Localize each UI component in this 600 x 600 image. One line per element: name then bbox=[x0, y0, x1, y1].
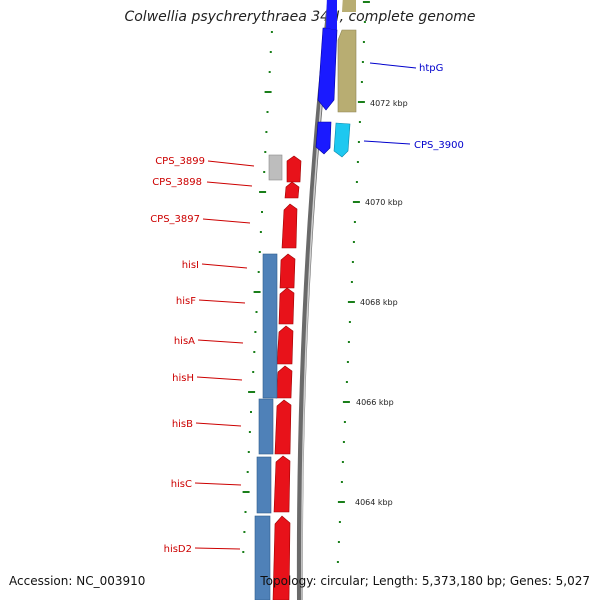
genome-summary-text: Topology: circular; Length: 5,373,180 bp… bbox=[260, 574, 590, 588]
accession-text: Accession: NC_003910 bbox=[9, 574, 146, 588]
gene-hisB[interactable] bbox=[274, 399, 292, 455]
gene-label-hisA[interactable]: hisA bbox=[174, 336, 195, 347]
gene-label-CPS_3898[interactable]: CPS_3898 bbox=[152, 177, 202, 188]
gene-cps3900-reverse[interactable] bbox=[315, 121, 332, 155]
gene-hisA[interactable] bbox=[276, 325, 294, 365]
gene-label-hisC[interactable]: hisC bbox=[171, 479, 192, 490]
leader-lines-right bbox=[363, 62, 417, 145]
gene-CPS_3897[interactable] bbox=[281, 203, 298, 249]
scale-label-4072: 4072 kbp bbox=[370, 99, 408, 108]
gene-CPS_3899-gray[interactable] bbox=[268, 154, 283, 181]
gene-CPS_3898[interactable] bbox=[284, 181, 300, 199]
gene-hisF[interactable] bbox=[278, 287, 295, 325]
scale-label-4066: 4066 kbp bbox=[356, 398, 394, 407]
gene-label-hisH[interactable]: hisH bbox=[172, 373, 194, 384]
gene-olive-top-feature[interactable] bbox=[342, 0, 356, 12]
ticks-outer bbox=[336, 1, 370, 563]
gene-CPS_3900[interactable] bbox=[333, 122, 351, 158]
operon-segment-4[interactable] bbox=[254, 515, 271, 600]
gene-upstream-blue[interactable] bbox=[326, 0, 337, 30]
gene-label-CPS_3899[interactable]: CPS_3899 bbox=[155, 156, 205, 167]
gene-label-hisI[interactable]: hisI bbox=[182, 260, 199, 271]
ticks-inner bbox=[242, 31, 273, 553]
gene-hisI[interactable] bbox=[279, 253, 296, 289]
gene-label-hisF[interactable]: hisF bbox=[176, 296, 196, 307]
gene-CPS_3899[interactable] bbox=[286, 155, 302, 183]
operon-segment-2[interactable] bbox=[258, 398, 274, 455]
gene-hisC[interactable] bbox=[273, 455, 291, 513]
gene-label-hisB[interactable]: hisB bbox=[172, 419, 193, 430]
operon-segment-3[interactable] bbox=[256, 456, 272, 514]
gene-hisD2[interactable] bbox=[272, 515, 291, 600]
gene-htpG[interactable] bbox=[317, 27, 338, 111]
operon-segment-1[interactable] bbox=[262, 253, 278, 399]
gene-label-htpG[interactable]: htpG bbox=[419, 63, 443, 74]
gene-hisH[interactable] bbox=[275, 365, 293, 399]
scale-label-4070: 4070 kbp bbox=[365, 198, 403, 207]
gene-htpG-olive-feature[interactable] bbox=[337, 29, 357, 113]
gene-label-hisD2[interactable]: hisD2 bbox=[164, 544, 192, 555]
map-title: Colwellia psychrerythraea 34H, complete … bbox=[124, 9, 476, 25]
leader-lines-left bbox=[194, 160, 255, 550]
scale-label-4064: 4064 kbp bbox=[355, 498, 393, 507]
gene-label-CPS_3897[interactable]: CPS_3897 bbox=[150, 214, 200, 225]
scale-label-4068: 4068 kbp bbox=[360, 298, 398, 307]
gene-label-CPS_3900[interactable]: CPS_3900 bbox=[414, 140, 464, 151]
